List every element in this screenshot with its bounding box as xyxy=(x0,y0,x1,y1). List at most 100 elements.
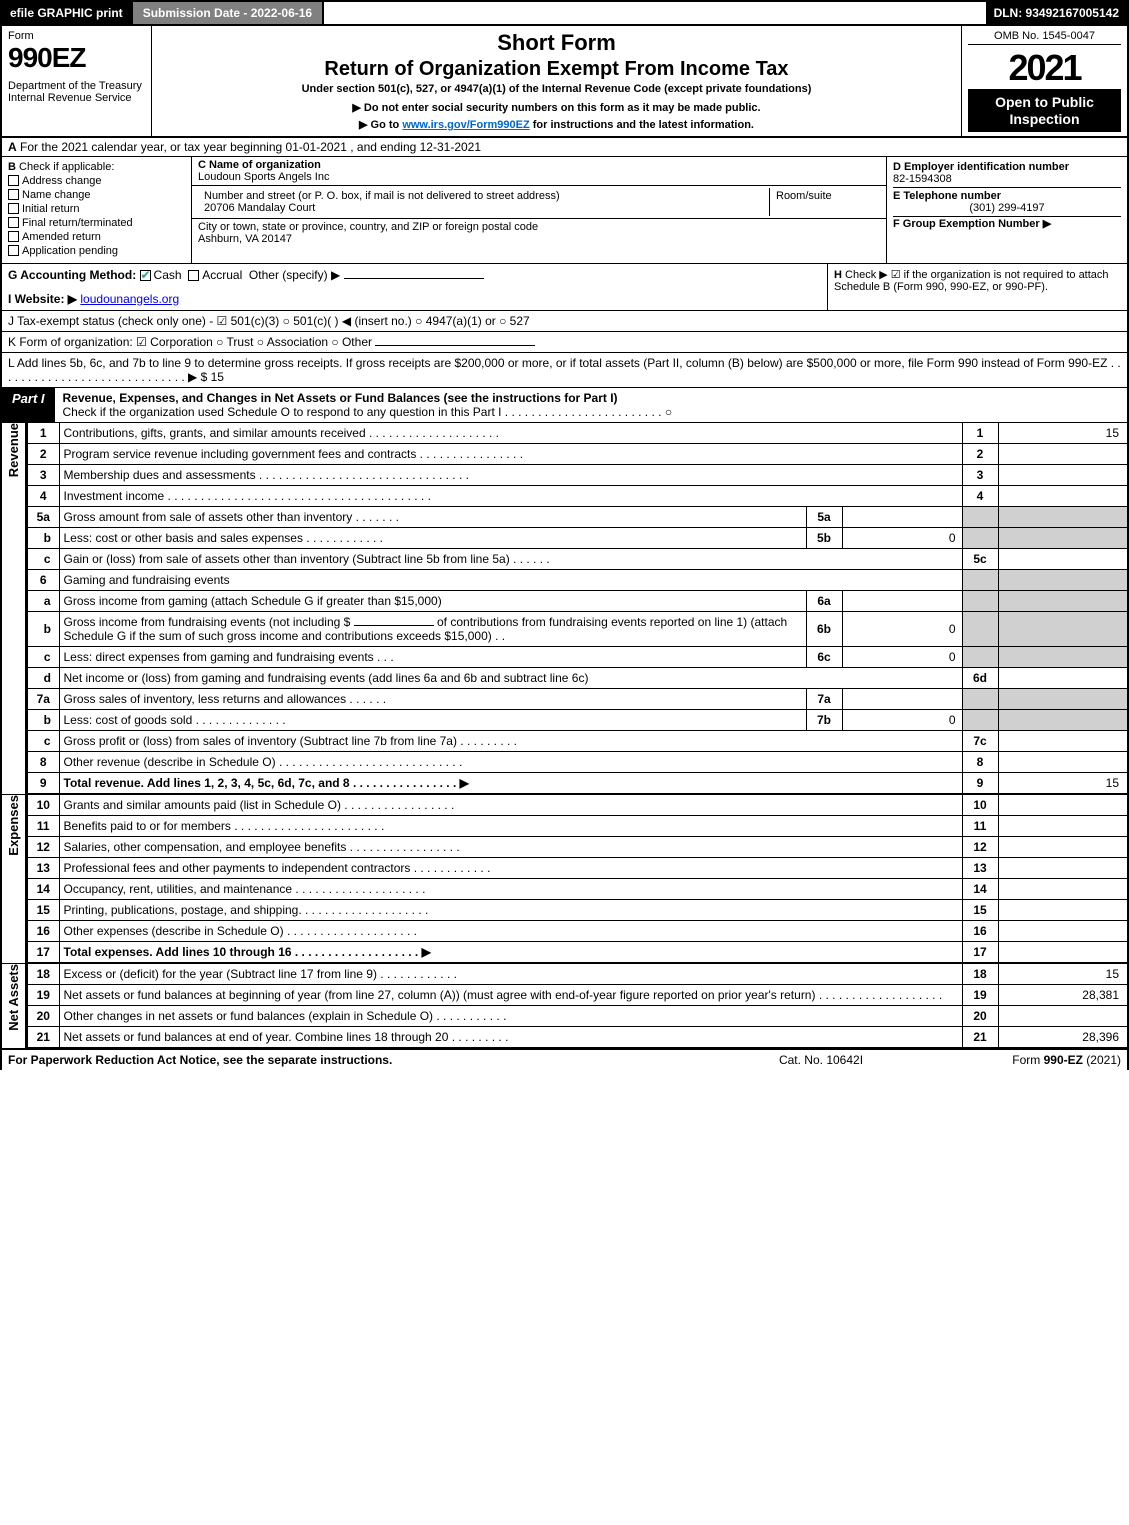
expenses-vtab: Expenses xyxy=(0,795,26,963)
tax-year: 2021 xyxy=(968,47,1121,90)
line-7a: 7a Gross sales of inventory, less return… xyxy=(27,688,1128,709)
line-6c-rn-shade xyxy=(962,646,998,667)
line-11-num: 11 xyxy=(27,815,59,836)
line-4-rv xyxy=(998,485,1128,506)
room-suite-label: Room/suite xyxy=(770,188,880,216)
top-bar: efile GRAPHIC print Submission Date - 20… xyxy=(0,0,1129,26)
section-h-text: Check ▶ ☑ if the organization is not req… xyxy=(834,269,1109,293)
cb-final-return[interactable]: Final return/terminated xyxy=(8,217,185,229)
cb-application-pending-label: Application pending xyxy=(22,245,118,257)
line-12-rv xyxy=(998,836,1128,857)
line-7b-rv-shade xyxy=(998,709,1128,730)
line-7b-desc: Less: cost of goods sold . . . . . . . .… xyxy=(59,709,806,730)
group-exemption-label: F Group Exemption Number ▶ xyxy=(893,218,1051,230)
line-6a-iv xyxy=(842,590,962,611)
line-7c-rv xyxy=(998,730,1128,751)
website-link[interactable]: loudounangels.org xyxy=(80,292,179,306)
line-6c-in: 6c xyxy=(806,646,842,667)
line-7a-iv xyxy=(842,688,962,709)
line-12-num: 12 xyxy=(27,836,59,857)
line-10-num: 10 xyxy=(27,795,59,816)
line-5c-rv xyxy=(998,548,1128,569)
line-6d: d Net income or (loss) from gaming and f… xyxy=(27,667,1128,688)
part1-tab: Part I xyxy=(2,388,55,422)
line-6b-blank[interactable] xyxy=(354,625,434,626)
cb-amended-return[interactable]: Amended return xyxy=(8,231,185,243)
cb-address-change[interactable]: Address change xyxy=(8,175,185,187)
section-a: A For the 2021 calendar year, or tax yea… xyxy=(0,138,1129,157)
netassets-vtab-label: Net Assets xyxy=(6,964,21,1031)
line-3-num: 3 xyxy=(27,464,59,485)
line-6a-in: 6a xyxy=(806,590,842,611)
other-org-input[interactable] xyxy=(375,345,535,346)
line-18-desc: Excess or (deficit) for the year (Subtra… xyxy=(59,964,962,985)
other-specify-input[interactable] xyxy=(344,278,484,279)
line-7c: c Gross profit or (loss) from sales of i… xyxy=(27,730,1128,751)
cb-cash[interactable] xyxy=(140,270,151,281)
line-2-desc: Program service revenue including govern… xyxy=(59,443,962,464)
line-16-rv xyxy=(998,920,1128,941)
line-6a-rn-shade xyxy=(962,590,998,611)
cb-initial-return[interactable]: Initial return xyxy=(8,203,185,215)
line-5c-num: c xyxy=(27,548,59,569)
line-6c-num: c xyxy=(27,646,59,667)
line-1-rv: 15 xyxy=(998,423,1128,444)
line-6a-desc: Gross income from gaming (attach Schedul… xyxy=(59,590,806,611)
line-7c-num: c xyxy=(27,730,59,751)
phone-label: E Telephone number xyxy=(893,190,1001,202)
cb-accrual[interactable] xyxy=(188,270,199,281)
line-7b: b Less: cost of goods sold . . . . . . .… xyxy=(27,709,1128,730)
line-14-desc: Occupancy, rent, utilities, and maintena… xyxy=(59,878,962,899)
section-b: B Check if applicable: Address change Na… xyxy=(2,157,192,263)
line-6b-desc: Gross income from fundraising events (no… xyxy=(59,611,806,646)
line-8: 8 Other revenue (describe in Schedule O)… xyxy=(27,751,1128,772)
line-2: 2 Program service revenue including gove… xyxy=(27,443,1128,464)
form-label: Form xyxy=(8,30,145,42)
street-label: Number and street (or P. O. box, if mail… xyxy=(204,190,560,202)
line-1: 1 Contributions, gifts, grants, and simi… xyxy=(27,423,1128,444)
line-5c: c Gain or (loss) from sale of assets oth… xyxy=(27,548,1128,569)
line-19-rn: 19 xyxy=(962,984,998,1005)
line-21-rv: 28,396 xyxy=(998,1026,1128,1047)
title-return: Return of Organization Exempt From Incom… xyxy=(160,58,953,81)
netassets-table: 18 Excess or (deficit) for the year (Sub… xyxy=(26,964,1129,1048)
footer-catno: Cat. No. 10642I xyxy=(721,1053,921,1067)
line-8-desc: Other revenue (describe in Schedule O) .… xyxy=(59,751,962,772)
section-def: D Employer identification number 82-1594… xyxy=(887,157,1127,263)
line-6-num: 6 xyxy=(27,569,59,590)
line-3-desc: Membership dues and assessments . . . . … xyxy=(59,464,962,485)
irs-link[interactable]: www.irs.gov/Form990EZ xyxy=(402,119,529,131)
cb-name-change[interactable]: Name change xyxy=(8,189,185,201)
footer: For Paperwork Reduction Act Notice, see … xyxy=(0,1050,1129,1070)
line-15-rv xyxy=(998,899,1128,920)
line-5b-rv-shade xyxy=(998,527,1128,548)
netassets-vtab: Net Assets xyxy=(0,964,26,1048)
line-6c-desc: Less: direct expenses from gaming and fu… xyxy=(59,646,806,667)
line-14-rv xyxy=(998,878,1128,899)
line-17-rn: 17 xyxy=(962,941,998,962)
line-6c: c Less: direct expenses from gaming and … xyxy=(27,646,1128,667)
line-7b-in: 7b xyxy=(806,709,842,730)
dln-label: DLN: 93492167005142 xyxy=(986,2,1127,24)
line-13: 13 Professional fees and other payments … xyxy=(27,857,1128,878)
line-12: 12 Salaries, other compensation, and emp… xyxy=(27,836,1128,857)
other-specify-label: Other (specify) ▶ xyxy=(249,268,340,282)
cb-address-change-label: Address change xyxy=(22,175,102,187)
section-l: L Add lines 5b, 6c, and 7b to line 9 to … xyxy=(0,353,1129,388)
note-goto: ▶ Go to www.irs.gov/Form990EZ for instru… xyxy=(160,118,953,131)
topbar-spacer xyxy=(324,2,985,24)
line-8-rn: 8 xyxy=(962,751,998,772)
line-6d-rv xyxy=(998,667,1128,688)
line-5a-num: 5a xyxy=(27,506,59,527)
footer-paperwork: For Paperwork Reduction Act Notice, see … xyxy=(8,1053,721,1067)
efile-print-label[interactable]: efile GRAPHIC print xyxy=(2,2,131,24)
line-11-desc: Benefits paid to or for members . . . . … xyxy=(59,815,962,836)
line-3: 3 Membership dues and assessments . . . … xyxy=(27,464,1128,485)
header-center: Short Form Return of Organization Exempt… xyxy=(152,26,962,136)
cb-application-pending[interactable]: Application pending xyxy=(8,245,185,257)
org-name-label: C Name of organization xyxy=(198,159,321,171)
part1-header: Part I Revenue, Expenses, and Changes in… xyxy=(0,388,1129,423)
accrual-label: Accrual xyxy=(202,268,242,282)
submission-date-label: Submission Date - 2022-06-16 xyxy=(131,2,324,24)
section-j-text: J Tax-exempt status (check only one) - ☑… xyxy=(8,314,530,328)
